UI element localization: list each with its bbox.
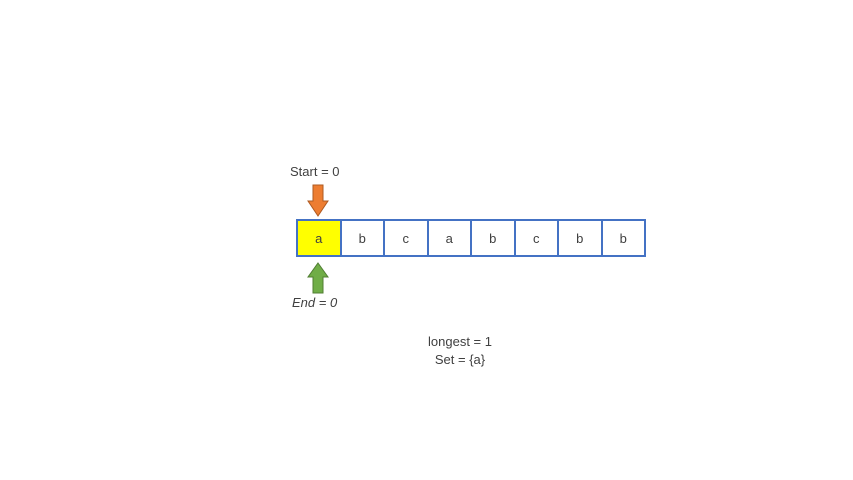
set-contents: Set = {a}	[434, 352, 486, 367]
array-cell-3: a	[426, 219, 472, 257]
array-cell-1: b	[339, 219, 385, 257]
end-pointer-arrow	[307, 262, 329, 294]
array-cell-2: c	[383, 219, 429, 257]
status-panel: longest = 1 Set = {a}	[400, 333, 520, 369]
array-cell-4: b	[470, 219, 516, 257]
start-pointer-arrow	[307, 184, 329, 217]
longest-value: longest = 1	[428, 334, 492, 349]
array-cell-7: b	[600, 219, 646, 257]
array-cell-5: c	[513, 219, 559, 257]
start-pointer-label: Start = 0	[290, 164, 340, 179]
array-cell-6: b	[557, 219, 603, 257]
array-cell-0: a	[296, 219, 342, 257]
end-pointer-label: End = 0	[292, 295, 338, 310]
